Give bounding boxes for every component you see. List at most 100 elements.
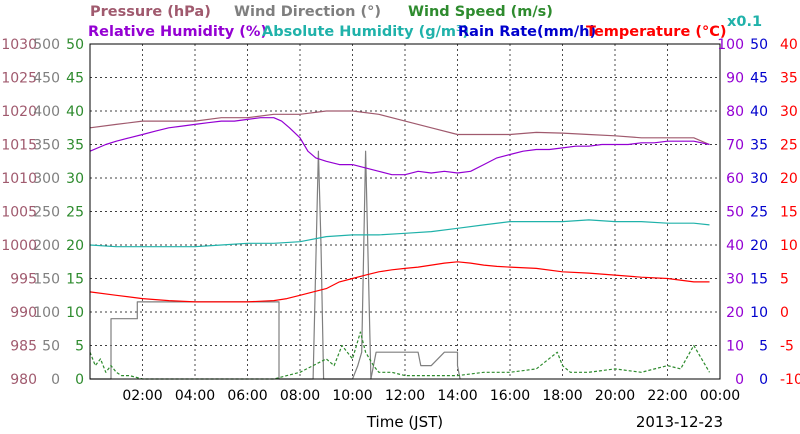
y-tick-label-wind-speed: 40 (66, 104, 84, 120)
y-tick-label-temperature: 10 (780, 238, 798, 254)
y-tick-label-temperature: 5 (780, 272, 789, 288)
y-tick-label-wind-direction: 300 (33, 171, 60, 187)
y-tick-label-wind-speed: 15 (66, 272, 84, 288)
y-tick-label-humidity: 80 (726, 104, 744, 120)
x-tick-label: 10:00 (332, 388, 372, 404)
y-tick-label-humidity: 90 (726, 71, 744, 87)
y-tick-label-wind-speed: 25 (66, 205, 84, 221)
y-tick-label-wind-speed: 5 (75, 339, 84, 355)
y-tick-label-pressure: 1025 (1, 71, 37, 87)
y-tick-label-temperature: 15 (780, 205, 798, 221)
y-tick-label-pressure: 990 (10, 305, 37, 321)
series-humidity (89, 117, 710, 176)
y-tick-label-wind-direction: 0 (51, 372, 60, 388)
y-tick-label-pressure: 1000 (1, 238, 37, 254)
series-wind-direction (90, 150, 461, 380)
y-tick-label-wind-speed: 35 (66, 138, 84, 154)
y-tick-label-wind-direction: 400 (33, 104, 60, 120)
y-tick-label-wind-direction: 200 (33, 238, 60, 254)
y-tick-label-humidity: 0 (735, 372, 744, 388)
y-tick-label-rain-rate: 25 (750, 205, 768, 221)
legend-relative-humidity: Relative Humidity (%) (88, 24, 267, 40)
y-tick-label-temperature: 25 (780, 138, 798, 154)
y-tick-label-humidity: 10 (726, 339, 744, 355)
y-tick-label-pressure: 1030 (1, 37, 37, 53)
y-tick-label-rain-rate: 50 (750, 37, 768, 53)
legend-pressure: Pressure (hPa) (90, 4, 211, 20)
y-tick-label-pressure: 1020 (1, 104, 37, 120)
y-tick-label-wind-speed: 30 (66, 171, 84, 187)
y-tick-label-temperature: 35 (780, 71, 798, 87)
axis-labels: 9809859909951000100510101015102010251030… (1, 37, 800, 388)
x-tick-label: 08:00 (280, 388, 320, 404)
x-tick-label: 00:00 (700, 388, 740, 404)
y-tick-label-humidity: 70 (726, 138, 744, 154)
y-tick-label-wind-speed: 20 (66, 238, 84, 254)
x-tick-label: 02:00 (122, 388, 162, 404)
series-pressure (89, 110, 710, 146)
y-tick-label-pressure: 1005 (1, 205, 37, 221)
y-tick-label-rain-rate: 0 (759, 372, 768, 388)
x-axis-title: Time (JST) (366, 413, 443, 431)
y-tick-label-pressure: 1010 (1, 171, 37, 187)
y-tick-label-wind-direction: 150 (33, 272, 60, 288)
y-tick-label-rain-rate: 35 (750, 138, 768, 154)
y-tick-label-wind-speed: 45 (66, 71, 84, 87)
y-tick-label-pressure: 1015 (1, 138, 37, 154)
y-tick-label-temperature: 30 (780, 104, 798, 120)
x-tick-label: 22:00 (647, 388, 687, 404)
y-tick-label-wind-direction: 50 (42, 339, 60, 355)
y-tick-label-humidity: 30 (726, 272, 744, 288)
x-tick-label: 12:00 (385, 388, 425, 404)
y-tick-label-rain-rate: 30 (750, 171, 768, 187)
y-tick-label-pressure: 980 (10, 372, 37, 388)
legend-rain-rate: Rain Rate(mm/h) (458, 24, 596, 40)
date-label: 2013-12-23 (636, 413, 723, 431)
y-tick-label-humidity: 20 (726, 305, 744, 321)
y-tick-label-rain-rate: 15 (750, 272, 768, 288)
legend-scale-note: x0.1 (727, 14, 762, 30)
x-tick-label: 16:00 (490, 388, 530, 404)
y-tick-label-rain-rate: 40 (750, 104, 768, 120)
y-tick-label-temperature: 40 (780, 37, 798, 53)
y-tick-label-humidity: 50 (726, 205, 744, 221)
y-tick-label-pressure: 985 (10, 339, 37, 355)
series-temperature (89, 261, 710, 303)
y-tick-label-temperature: 20 (780, 171, 798, 187)
y-tick-label-humidity: 60 (726, 171, 744, 187)
y-tick-label-wind-direction: 500 (33, 37, 60, 53)
y-tick-label-wind-direction: 100 (33, 305, 60, 321)
x-tick-label: 20:00 (595, 388, 635, 404)
y-tick-label-rain-rate: 45 (750, 71, 768, 87)
x-tick-label: 06:00 (227, 388, 267, 404)
y-tick-label-wind-direction: 450 (33, 71, 60, 87)
y-tick-label-wind-direction: 350 (33, 138, 60, 154)
grid (90, 44, 720, 379)
y-tick-label-pressure: 995 (10, 272, 37, 288)
y-tick-label-rain-rate: 20 (750, 238, 768, 254)
x-tick-label: 04:00 (175, 388, 215, 404)
legend-temperature: Temperature (°C) (586, 24, 727, 40)
y-tick-label-rain-rate: 10 (750, 305, 768, 321)
y-tick-label-rain-rate: 5 (759, 339, 768, 355)
x-tick-label: 14:00 (437, 388, 477, 404)
y-tick-label-wind-speed: 0 (75, 372, 84, 388)
legend-wind-direction: Wind Direction (°) (234, 4, 381, 20)
x-tick-label: 18:00 (542, 388, 582, 404)
y-tick-label-wind-speed: 10 (66, 305, 84, 321)
series-layer (89, 110, 711, 380)
x-ticks: 02:00 04:00 06:00 08:00 10:00 12:00 14:00 16:00… (122, 388, 740, 404)
y-tick-label-temperature: -10 (780, 372, 800, 388)
y-tick-label-temperature: -5 (780, 339, 794, 355)
series-wind-speed (89, 331, 711, 380)
plot-frame (89, 43, 721, 380)
y-tick-label-wind-speed: 50 (66, 37, 84, 53)
y-tick-label-temperature: 0 (780, 305, 789, 321)
legend-absolute-humidity: Absolute Humidity (g/m³) (262, 24, 469, 40)
y-tick-label-humidity: 100 (717, 37, 744, 53)
y-tick-label-wind-direction: 250 (33, 205, 60, 221)
series-humidity (89, 219, 710, 248)
legend-wind-speed: Wind Speed (m/s) (408, 4, 553, 20)
